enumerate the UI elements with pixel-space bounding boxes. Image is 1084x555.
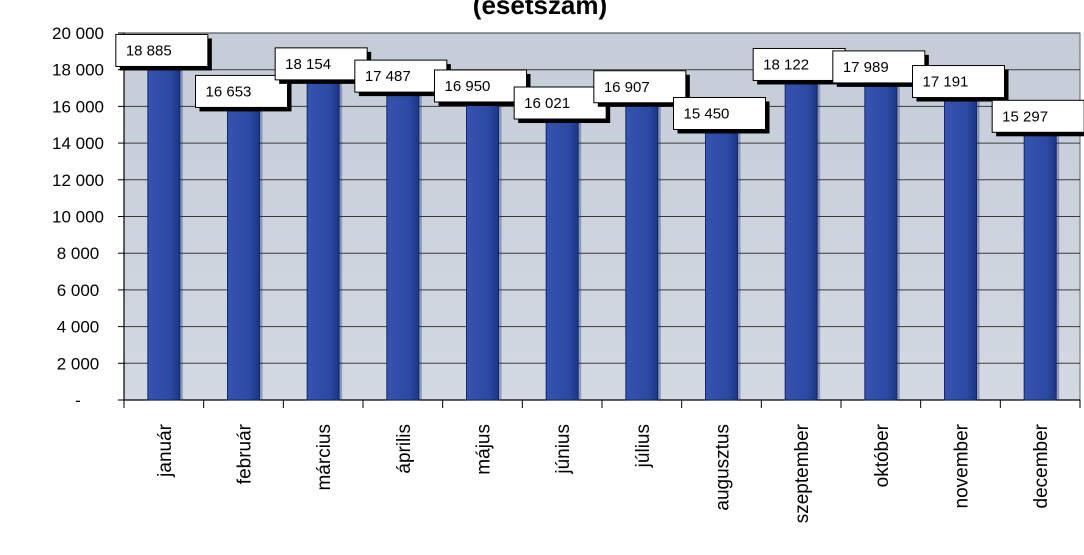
y-tick-label: 2 000 <box>57 354 100 373</box>
y-tick-label: 6 000 <box>57 281 100 300</box>
bar-január <box>147 52 181 401</box>
data-label: 17 487 <box>365 68 411 85</box>
bar-július <box>625 89 659 401</box>
chart-title: (esetszám) <box>473 0 607 20</box>
data-label: 17 191 <box>923 74 969 91</box>
bar-augusztus <box>705 115 738 401</box>
x-category-label: február <box>235 423 256 484</box>
x-category-label: december <box>1031 423 1052 508</box>
data-label: 16 653 <box>206 83 252 100</box>
y-tick-label: 10 000 <box>52 208 104 227</box>
bar-szeptember <box>784 66 818 401</box>
data-label-box <box>115 33 209 67</box>
y-tick-label: - <box>75 391 81 410</box>
y-tick-label: 20 000 <box>52 24 104 43</box>
data-label: 16 021 <box>524 95 570 112</box>
bar-november <box>944 84 977 401</box>
y-tick-label: 4 000 <box>57 318 100 337</box>
bar-március <box>306 66 340 401</box>
bar-február <box>227 93 260 401</box>
x-category-label: június <box>553 424 574 475</box>
data-label: 16 950 <box>445 78 491 95</box>
data-label-box <box>752 47 846 81</box>
data-label-box <box>434 69 527 103</box>
data-label-box <box>354 59 448 93</box>
x-category-label: szeptember <box>792 423 813 523</box>
bar-június <box>545 105 579 401</box>
bar-október <box>864 69 898 401</box>
y-tick-label: 18 000 <box>52 61 104 80</box>
data-label: 18 122 <box>763 56 809 73</box>
x-category-label: március <box>314 424 335 491</box>
data-label-box <box>274 47 368 81</box>
x-category-label: október <box>872 423 893 487</box>
y-tick-label: 12 000 <box>52 171 104 190</box>
y-tick-label: 8 000 <box>57 244 100 263</box>
data-label: 17 989 <box>843 59 889 76</box>
x-category-label: november <box>952 423 973 508</box>
data-label-box <box>593 70 687 104</box>
data-label-box <box>832 50 926 84</box>
x-category-label: július <box>633 424 654 468</box>
y-tick-label: 14 000 <box>52 134 104 153</box>
x-category-label: január <box>155 423 176 477</box>
x-category-label: április <box>394 424 415 474</box>
data-label: 18 154 <box>285 56 331 73</box>
data-label: 15 297 <box>1002 108 1048 125</box>
data-label: 16 907 <box>604 79 650 96</box>
plot-area: - 2 000 4 000 6 000 8 000 10 000 12 000 14 000 1… <box>52 24 1084 523</box>
data-label-box <box>673 96 766 130</box>
data-label-box <box>991 99 1084 133</box>
data-label-box <box>912 65 1005 99</box>
y-tick-label: 16 000 <box>52 97 104 116</box>
x-category-label: május <box>474 424 495 475</box>
bar-december <box>1023 118 1057 401</box>
data-label: 18 885 <box>126 42 172 59</box>
data-label: 15 450 <box>684 105 730 122</box>
bar-április <box>386 78 420 401</box>
data-label-box <box>195 74 288 108</box>
x-category-label: augusztus <box>713 424 734 511</box>
bar-május <box>466 88 499 401</box>
